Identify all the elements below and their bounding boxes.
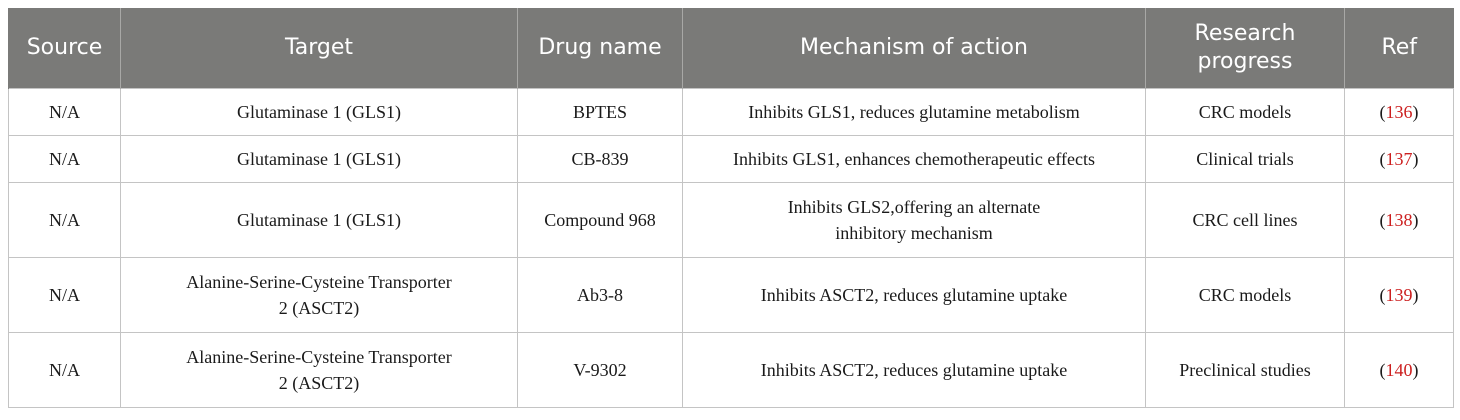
drug-table-container: Source Target Drug name Mechanism of act… [8,8,1454,408]
cell-mechanism-line: Inhibits GLS1, reduces glutamine metabol… [748,102,1080,122]
ref-link[interactable]: 140 [1385,360,1413,380]
cell-ref: (139) [1344,257,1454,333]
cell-target: Glutaminase 1 (GLS1) [120,182,518,258]
cell-progress: Preclinical studies [1145,332,1345,408]
cell-target-line: Glutaminase 1 (GLS1) [237,149,401,169]
cell-target-line: 2 (ASCT2) [278,298,360,318]
cell-progress: CRC cell lines [1145,182,1345,258]
cell-mechanism-line: Inhibits GLS1, enhances chemotherapeutic… [732,149,1096,169]
cell-ref: (136) [1344,88,1454,136]
cell-mechanism: Inhibits GLS2,offering an alternate inhi… [682,182,1146,258]
header-ref: Ref [1344,8,1454,89]
cell-target-line: 2 (ASCT2) [278,373,360,393]
cell-target-line: Alanine-Serine-Cysteine Transporter [186,347,452,367]
cell-ref: (140) [1344,332,1454,408]
table-body: N/A Glutaminase 1 (GLS1) BPTES Inhibits … [8,88,1454,408]
table-row: N/A Glutaminase 1 (GLS1) Compound 968 In… [8,182,1454,258]
cell-mechanism: Inhibits GLS1, reduces glutamine metabol… [682,88,1146,136]
table-row: N/A Glutaminase 1 (GLS1) CB-839 Inhibits… [8,135,1454,183]
drug-table: Source Target Drug name Mechanism of act… [8,8,1454,408]
cell-drug-name: BPTES [517,88,683,136]
ref-link[interactable]: 136 [1385,102,1413,122]
header-target: Target [120,8,518,89]
cell-progress: CRC models [1145,257,1345,333]
cell-drug-name: V-9302 [517,332,683,408]
header-progress-line-2: progress [1197,49,1293,74]
header-drug-name: Drug name [517,8,683,89]
header-source: Source [8,8,121,89]
table-header: Source Target Drug name Mechanism of act… [8,8,1454,89]
ref-link[interactable]: 137 [1385,149,1413,169]
cell-drug-name: Ab3-8 [517,257,683,333]
table-row: N/A Alanine-Serine-Cysteine Transporter … [8,257,1454,333]
cell-source: N/A [8,332,121,408]
cell-mechanism: Inhibits GLS1, enhances chemotherapeutic… [682,135,1146,183]
cell-mechanism: Inhibits ASCT2, reduces glutamine uptake [682,332,1146,408]
header-research-progress: Research progress [1145,8,1345,89]
ref-link[interactable]: 139 [1385,285,1413,305]
cell-target-line: Alanine-Serine-Cysteine Transporter [186,272,452,292]
cell-drug-name: Compound 968 [517,182,683,258]
header-mechanism: Mechanism of action [682,8,1146,89]
cell-ref: (138) [1344,182,1454,258]
cell-source: N/A [8,88,121,136]
cell-ref: (137) [1344,135,1454,183]
cell-progress: Clinical trials [1145,135,1345,183]
ref-link[interactable]: 138 [1385,210,1413,230]
cell-source: N/A [8,182,121,258]
header-row: Source Target Drug name Mechanism of act… [8,8,1454,89]
cell-mechanism-line: inhibitory mechanism [835,223,993,243]
cell-target: Glutaminase 1 (GLS1) [120,135,518,183]
cell-progress: CRC models [1145,88,1345,136]
cell-source: N/A [8,135,121,183]
table-row: N/A Glutaminase 1 (GLS1) BPTES Inhibits … [8,88,1454,136]
cell-target: Alanine-Serine-Cysteine Transporter 2 (A… [120,257,518,333]
cell-source: N/A [8,257,121,333]
cell-mechanism: Inhibits ASCT2, reduces glutamine uptake [682,257,1146,333]
cell-mechanism-line: Inhibits ASCT2, reduces glutamine uptake [760,360,1068,380]
cell-target-line: Glutaminase 1 (GLS1) [237,210,401,230]
cell-mechanism-line: Inhibits GLS2,offering an alternate [787,197,1041,217]
header-progress-line-1: Research [1194,21,1296,46]
cell-target: Glutaminase 1 (GLS1) [120,88,518,136]
table-row: N/A Alanine-Serine-Cysteine Transporter … [8,332,1454,408]
cell-drug-name: CB-839 [517,135,683,183]
cell-mechanism-line: Inhibits ASCT2, reduces glutamine uptake [760,285,1068,305]
cell-target-line: Glutaminase 1 (GLS1) [237,102,401,122]
cell-target: Alanine-Serine-Cysteine Transporter 2 (A… [120,332,518,408]
